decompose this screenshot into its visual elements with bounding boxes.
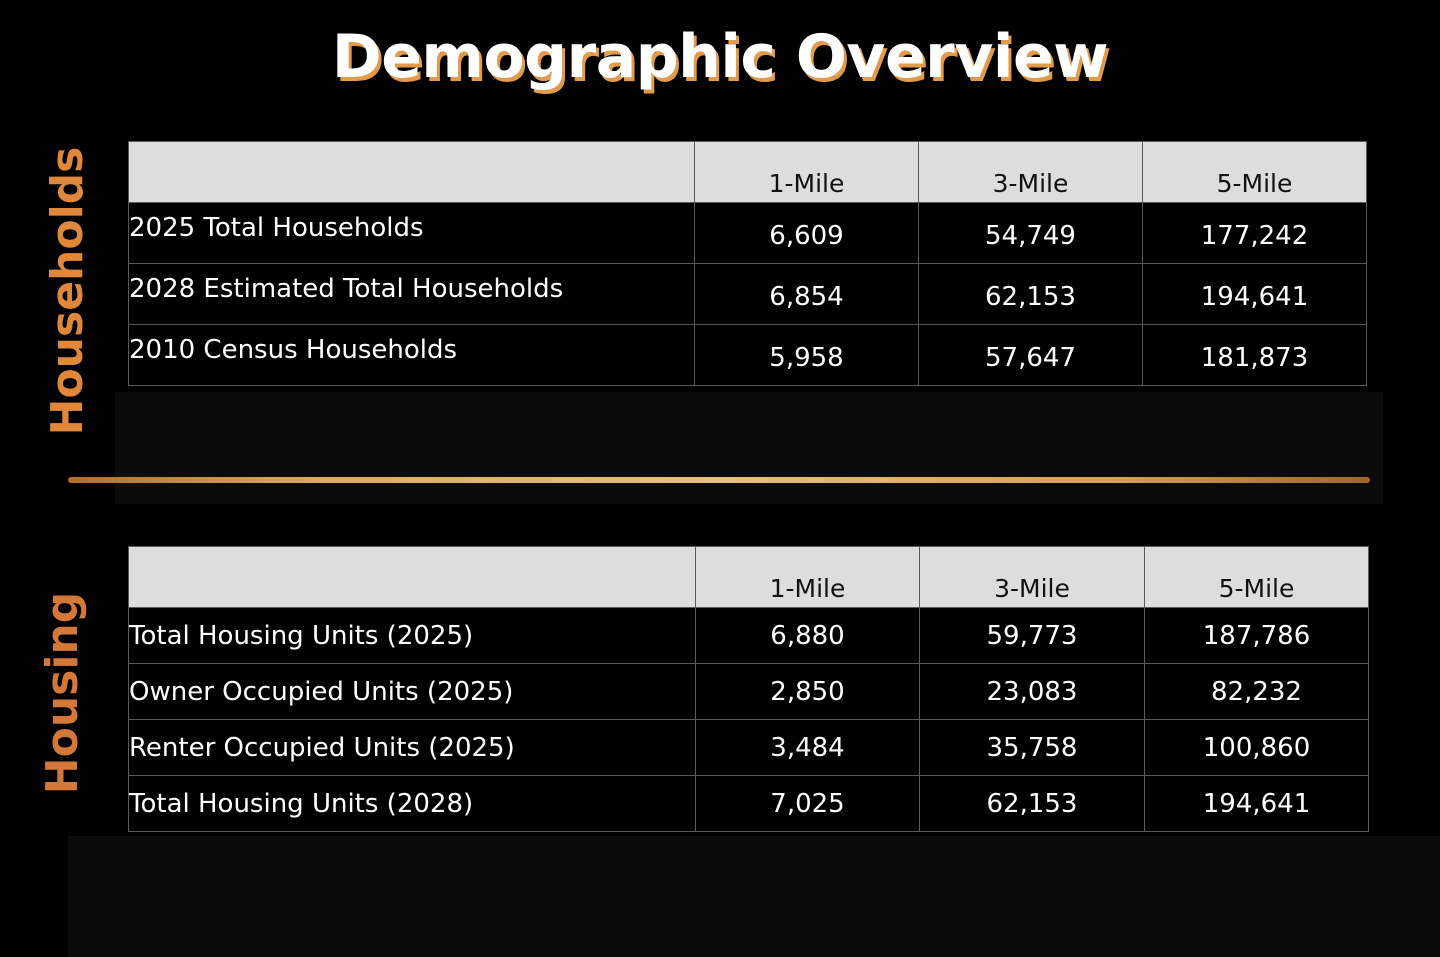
table-cell: 62,153 [918, 263, 1143, 325]
table-cell: 5,958 [694, 324, 919, 386]
housing-section-label: Housing [37, 591, 88, 795]
shadow-block [115, 392, 1383, 504]
table-cell: 187,786 [1144, 607, 1369, 664]
table-row: 2025 Total Households 6,609 54,749 177,2… [128, 202, 1367, 264]
table-header-row: 1-Mile 3-Mile 5-Mile [128, 546, 1369, 608]
page-title: Demographic Overview [331, 22, 1109, 92]
column-header: 5-Mile [1142, 141, 1367, 203]
table-row: Total Housing Units (2028) 7,025 62,153 … [128, 775, 1369, 832]
table-cell: 7,025 [695, 775, 920, 832]
column-header: 1-Mile [694, 141, 919, 203]
table-cell: 177,242 [1142, 202, 1367, 264]
table-cell: 6,880 [695, 607, 920, 664]
table-cell: 194,641 [1144, 775, 1369, 832]
table-row: Total Housing Units (2025) 6,880 59,773 … [128, 607, 1369, 664]
table-cell: 2,850 [695, 663, 920, 720]
column-header: 3-Mile [919, 546, 1145, 608]
column-header [128, 546, 696, 608]
row-label: 2028 Estimated Total Households [128, 263, 695, 325]
table-cell: 57,647 [918, 324, 1143, 386]
table-cell: 100,860 [1144, 719, 1369, 776]
households-section-label: Households [42, 146, 93, 436]
table-cell: 6,854 [694, 263, 919, 325]
row-label: 2025 Total Households [128, 202, 695, 264]
gold-divider [68, 477, 1370, 483]
table-row: 2028 Estimated Total Households 6,854 62… [128, 263, 1367, 325]
table-row: Owner Occupied Units (2025) 2,850 23,083… [128, 663, 1369, 720]
row-label: Renter Occupied Units (2025) [128, 719, 696, 776]
column-header: 3-Mile [918, 141, 1143, 203]
shadow-block [68, 836, 1440, 957]
row-label: Total Housing Units (2025) [128, 607, 696, 664]
table-row: 2010 Census Households 5,958 57,647 181,… [128, 324, 1367, 386]
column-header: 5-Mile [1144, 546, 1369, 608]
column-header [128, 141, 695, 203]
table-cell: 3,484 [695, 719, 920, 776]
households-table: 1-Mile 3-Mile 5-Mile 2025 Total Househol… [128, 141, 1367, 386]
table-cell: 54,749 [918, 202, 1143, 264]
table-cell: 82,232 [1144, 663, 1369, 720]
table-cell: 59,773 [919, 607, 1145, 664]
table-cell: 6,609 [694, 202, 919, 264]
table-row: Renter Occupied Units (2025) 3,484 35,75… [128, 719, 1369, 776]
column-header: 1-Mile [695, 546, 920, 608]
table-cell: 194,641 [1142, 263, 1367, 325]
table-header-row: 1-Mile 3-Mile 5-Mile [128, 141, 1367, 203]
table-cell: 23,083 [919, 663, 1145, 720]
row-label: Total Housing Units (2028) [128, 775, 696, 832]
housing-table: 1-Mile 3-Mile 5-Mile Total Housing Units… [128, 546, 1369, 832]
table-cell: 181,873 [1142, 324, 1367, 386]
row-label: 2010 Census Households [128, 324, 695, 386]
row-label: Owner Occupied Units (2025) [128, 663, 696, 720]
table-cell: 35,758 [919, 719, 1145, 776]
table-cell: 62,153 [919, 775, 1145, 832]
